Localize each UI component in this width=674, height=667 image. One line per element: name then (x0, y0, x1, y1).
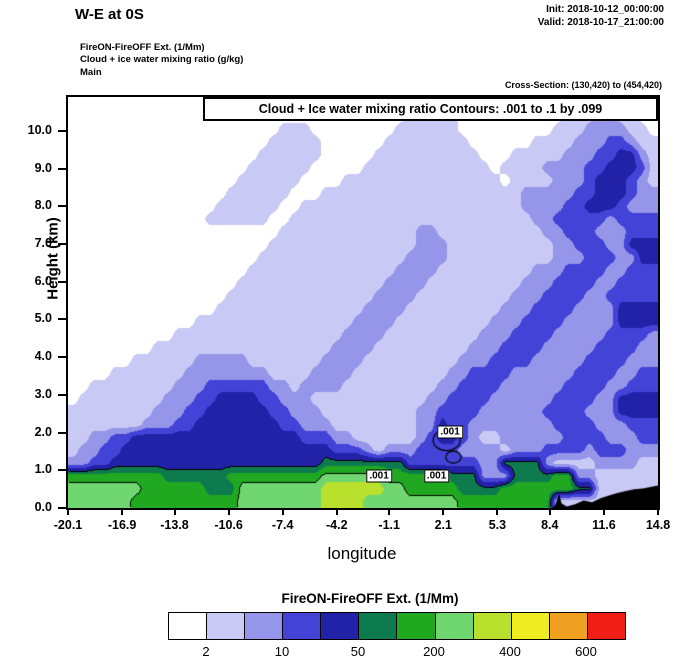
meta-block: FireON-FireOFF Ext. (1/Mm) Cloud + ice w… (80, 42, 243, 79)
colorbar-cell (169, 613, 208, 639)
y-tick-mark (58, 205, 66, 208)
colorbar-tick-label: 600 (575, 644, 597, 659)
x-tick-label: 14.8 (645, 518, 671, 532)
contour-value-label: .001 (437, 425, 463, 439)
contour-value-label: .001 (423, 469, 450, 483)
x-tick-label: -20.1 (53, 518, 83, 532)
y-tick-mark (58, 243, 66, 246)
page-title: W-E at 0S (75, 6, 144, 23)
y-axis-label: Height (km) (44, 217, 62, 300)
y-tick-label: 7.0 (34, 236, 52, 251)
x-tick-label: 11.6 (592, 518, 616, 532)
x-tick-label: -10.6 (214, 518, 243, 532)
y-tick-label: 4.0 (34, 349, 52, 364)
cross-section-label: Cross-Section: (130,420) to (454,420) (504, 80, 662, 90)
x-tick-mark (548, 508, 551, 515)
x-tick-mark (121, 508, 124, 515)
colorbar (168, 612, 626, 640)
colorbar-tick-label: 2 (202, 644, 210, 659)
x-tick-mark (227, 508, 230, 515)
valid-timestamp: Valid: 2018-10-17_21:00:00 (537, 17, 664, 28)
colorbar-cell (549, 613, 588, 639)
x-tick-label: -4.2 (326, 518, 348, 532)
x-tick-mark (67, 508, 69, 515)
x-tick-label: -16.9 (107, 518, 137, 532)
x-tick-mark (173, 508, 176, 515)
colorbar-tick-label: 50 (350, 644, 366, 659)
colorbar-cell (435, 613, 474, 639)
colorbar-tick-label: 400 (499, 644, 521, 659)
colorbar-cell (245, 613, 284, 639)
colorbar-cell (207, 613, 246, 639)
y-tick-mark (58, 469, 66, 472)
y-tick-label: 2.0 (34, 424, 52, 439)
colorbar-cell (473, 613, 512, 639)
y-tick-mark (58, 129, 66, 132)
x-tick-label: 5.3 (488, 518, 507, 532)
init-timestamp: Init: 2018-10-12_00:00:00 (546, 4, 664, 15)
colorbar-cell (397, 613, 436, 639)
colorbar-title: FireON-FireOFF Ext. (1/Mm) (281, 591, 459, 606)
y-tick-label: 3.0 (34, 386, 52, 401)
colorbar-cell (587, 613, 625, 639)
meta-line-field: Cloud + ice water mixing ratio (g/kg) (80, 54, 244, 66)
x-axis-label: longitude (327, 544, 397, 563)
x-tick-mark (657, 508, 659, 515)
contour-value-label: .001 (366, 469, 392, 483)
x-tick-mark (388, 508, 391, 515)
contour-field-canvas (68, 97, 658, 508)
y-tick-mark (58, 280, 66, 283)
x-tick-mark (442, 508, 445, 515)
plot-title-box: Cloud + Ice water mixing ratio Contours:… (203, 97, 658, 121)
y-tick-label: 6.0 (34, 273, 52, 288)
x-tick-mark (281, 508, 284, 515)
x-tick-mark (496, 508, 499, 515)
x-tick-label: -1.1 (378, 518, 400, 532)
y-tick-label: 5.0 (34, 311, 52, 326)
y-tick-mark (58, 167, 66, 170)
y-tick-label: 1.0 (34, 462, 52, 477)
x-tick-label: -13.8 (160, 518, 189, 532)
y-tick-mark (58, 393, 66, 396)
meta-line-variable: FireON-FireOFF Ext. (1/Mm) (80, 42, 205, 53)
y-tick-label: 9.0 (34, 160, 52, 175)
colorbar-cell (511, 613, 550, 639)
y-tick-mark (58, 431, 66, 434)
colorbar-cell (283, 613, 322, 639)
meta-line-domain: Main (80, 66, 102, 78)
y-tick-label: 0.0 (34, 500, 52, 514)
y-tick-mark (58, 507, 66, 509)
x-tick-label: -7.4 (271, 518, 294, 532)
plot-area: Cloud + Ice water mixing ratio Contours:… (66, 95, 660, 510)
x-tick-label: 2.1 (434, 518, 452, 532)
x-tick-label: 8.4 (541, 518, 559, 532)
colorbar-cell (359, 613, 398, 639)
x-tick-mark (602, 508, 605, 515)
y-tick-mark (58, 318, 66, 321)
colorbar-tick-label: 10 (274, 644, 290, 659)
y-tick-label: 8.0 (34, 198, 52, 213)
y-tick-mark (58, 356, 66, 359)
y-tick-label: 10.0 (27, 122, 52, 137)
colorbar-cell (321, 613, 360, 639)
x-tick-mark (335, 508, 338, 515)
colorbar-tick-label: 200 (423, 644, 445, 659)
